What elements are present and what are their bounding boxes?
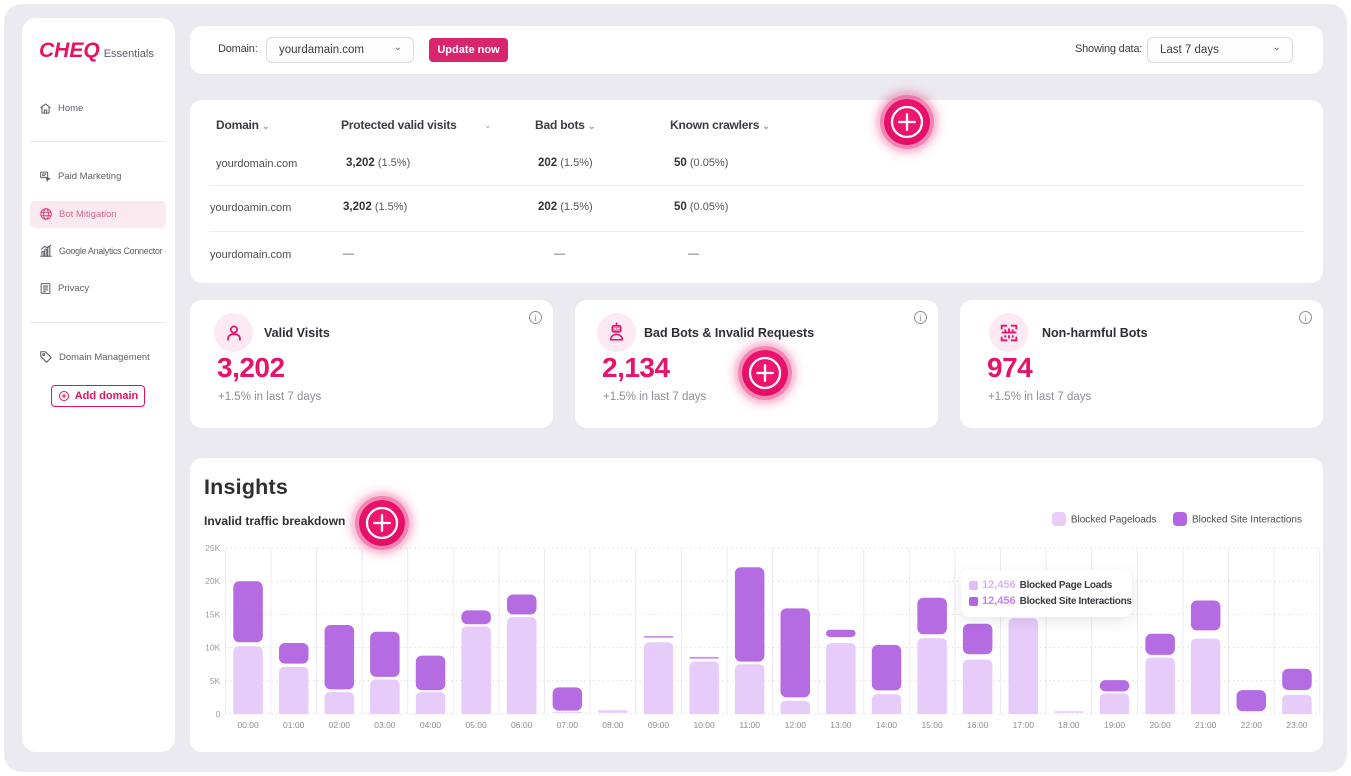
svg-text:10:00: 10:00 [693,720,715,730]
svg-text:01:00: 01:00 [283,720,305,730]
svg-text:11:00: 11:00 [739,720,760,730]
svg-text:5K: 5K [210,676,221,686]
svg-text:21:00: 21:00 [1195,720,1217,730]
svg-text:00:00: 00:00 [237,720,259,730]
svg-text:15K: 15K [205,609,220,619]
svg-text:18:00: 18:00 [1058,720,1080,730]
svg-text:14:00: 14:00 [876,720,898,730]
svg-text:12:00: 12:00 [785,720,807,730]
svg-text:22:00: 22:00 [1241,720,1263,730]
svg-text:02:00: 02:00 [329,720,351,730]
svg-text:06:00: 06:00 [511,720,533,730]
svg-text:25K: 25K [205,543,220,553]
svg-text:07:00: 07:00 [557,720,579,730]
svg-text:23:00: 23:00 [1286,720,1308,730]
svg-text:09:00: 09:00 [648,720,670,730]
svg-text:08:00: 08:00 [602,720,624,730]
svg-text:05:00: 05:00 [465,720,487,730]
svg-text:16:00: 16:00 [967,720,989,730]
svg-text:19:00: 19:00 [1104,720,1126,730]
svg-text:13:00: 13:00 [830,720,852,730]
svg-text:0: 0 [216,709,221,719]
svg-text:17:00: 17:00 [1013,720,1035,730]
svg-text:04:00: 04:00 [420,720,442,730]
svg-text:03:00: 03:00 [374,720,396,730]
svg-text:20:00: 20:00 [1149,720,1171,730]
svg-text:10K: 10K [205,643,220,653]
svg-text:20K: 20K [205,576,220,586]
svg-text:15:00: 15:00 [921,720,943,730]
